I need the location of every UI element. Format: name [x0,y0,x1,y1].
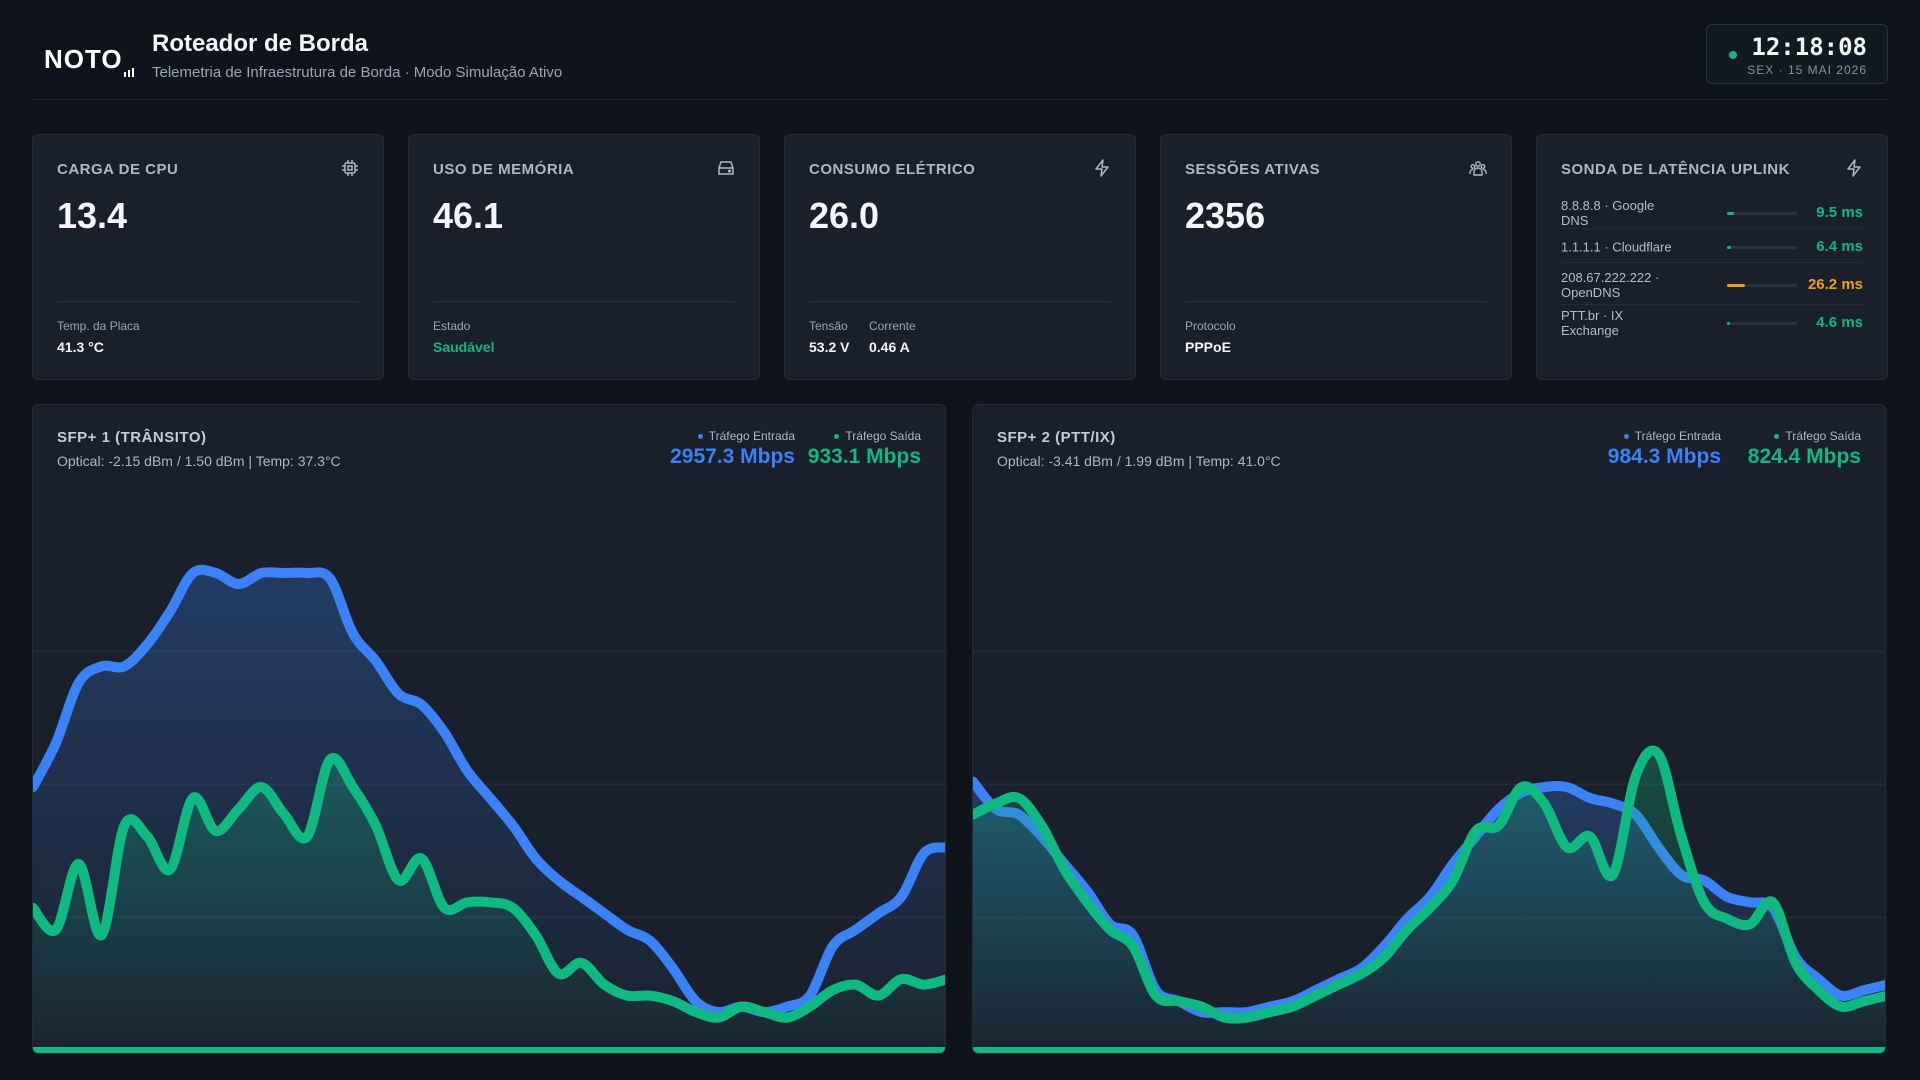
outbound-value: 824.4 Mbps [1747,445,1861,468]
protocol: Protocolo PPPoE [1185,319,1236,355]
latency-bar [1727,211,1797,215]
clock-time: 12:18:08 [1751,33,1867,61]
series-area-1 [973,750,1885,1045]
page-title: Roteador de Borda [152,30,369,57]
card-label: SESSÕES ATIVAS [1185,161,1321,178]
noto-logo: NOTO [44,44,134,77]
latency-row-opendns: 208.67.222.222 · OpenDNS 26.2 ms [1561,265,1863,305]
inbound-value: 2957.3 Mbps [670,445,795,468]
memory-card: USO DE MEMÓRIA 46.1 Estado Saudável [408,134,760,380]
legend-inbound: Tráfego Entrada 2957.3 Mbps [670,429,795,468]
latency-bar [1727,283,1797,287]
latency-value: 4.6 ms [1816,314,1863,331]
series-area-1 [33,757,945,1045]
clock-date: SEX · 15 MAI 2026 [1747,63,1867,77]
legend-dot-icon [834,434,840,440]
latency-row-ptt: PTT.br · IX Exchange 4.6 ms [1561,308,1863,338]
legend-outbound: Tráfego Saída 824.4 Mbps [1747,429,1861,468]
panel-title: SFP+ 1 (TRÂNSITO) [57,429,207,446]
card-label: USO DE MEMÓRIA [433,161,575,178]
inbound-value: 984.3 Mbps [1607,445,1721,468]
memory-value: 46.1 [433,195,504,236]
latency-row-google: 8.8.8.8 · Google DNS 9.5 ms [1561,197,1863,229]
panel-optical: Optical: -2.15 dBm / 1.50 dBm | Temp: 37… [57,453,341,469]
legend-dot-icon [697,434,703,440]
series-line-1 [973,745,1885,1024]
panel-optical: Optical: -3.41 dBm / 1.99 dBm | Temp: 41… [997,453,1281,469]
latency-value: 26.2 ms [1807,275,1863,293]
users-icon [1469,161,1487,176]
cpu-card: CARGA DE CPU 13.4 Temp. da Placa 41.3 °C [32,134,384,380]
series-line-1 [33,752,945,1023]
panel-title: SFP+ 2 (PTT/IX) [997,429,1116,446]
power-card: CONSUMO ELÉTRICO 26.0 Tensão 53.2 V Corr… [784,134,1136,380]
board-temp: Temp. da Placa 41.3 °C [57,319,140,355]
legend-dot-icon [1774,434,1780,440]
legend-dot-icon [1623,434,1629,440]
legend-inbound: Tráfego Entrada 984.3 Mbps [1607,429,1721,468]
sfp1-traffic-chart [33,564,945,1053]
current: Corrente 0.46 A [869,319,916,355]
voltage: Tensão 53.2 V [809,319,850,355]
card-label: CONSUMO ELÉTRICO [809,161,976,178]
memory-state: Estado Saudável [433,319,495,355]
series-line-0 [33,564,945,1018]
storage-icon [718,161,734,175]
legend-outbound: Tráfego Saída 933.1 Mbps [807,429,921,468]
clock-widget: 12:18:08 SEX · 15 MAI 2026 [1706,24,1888,84]
outbound-value: 933.1 Mbps [807,445,921,468]
series-line-0 [973,776,1885,1018]
status-dot-icon [1729,51,1737,59]
latency-bar [1727,322,1797,325]
svg-text:NOTO: NOTO [44,44,123,74]
sfp2-traffic-chart [973,650,1885,1053]
latency-bar [1727,245,1797,249]
sessions-value: 2356 [1185,195,1266,236]
chip-icon [342,160,358,176]
chart-baseline [33,1047,945,1053]
bolt-icon [1095,159,1109,177]
page-subtitle: Telemetria de Infraestrutura de Borda · … [152,64,563,81]
latency-value: 9.5 ms [1816,203,1863,221]
latency-value: 6.4 ms [1816,237,1863,255]
bolt-icon [1847,159,1861,177]
sessions-card: SESSÕES ATIVAS 2356 Protocolo PPPoE [1160,134,1512,380]
header: NOTO Roteador de Borda Telemetria de Inf… [32,22,1888,100]
power-value: 26.0 [809,195,880,236]
cpu-value: 13.4 [57,195,128,236]
card-label: SONDA DE LATÊNCIA UPLINK [1561,161,1790,178]
sfp2-panel: SFP+ 2 (PTT/IX) Optical: -3.41 dBm / 1.9… [972,404,1886,1054]
sfp1-panel: SFP+ 1 (TRÂNSITO) Optical: -2.15 dBm / 1… [32,404,946,1054]
latency-row-cloudflare: 1.1.1.1 · Cloudflare 6.4 ms [1561,231,1863,263]
latency-card: SONDA DE LATÊNCIA UPLINK 8.8.8.8 · Googl… [1536,134,1888,380]
chart-baseline [973,1047,1885,1053]
card-label: CARGA DE CPU [57,161,179,178]
